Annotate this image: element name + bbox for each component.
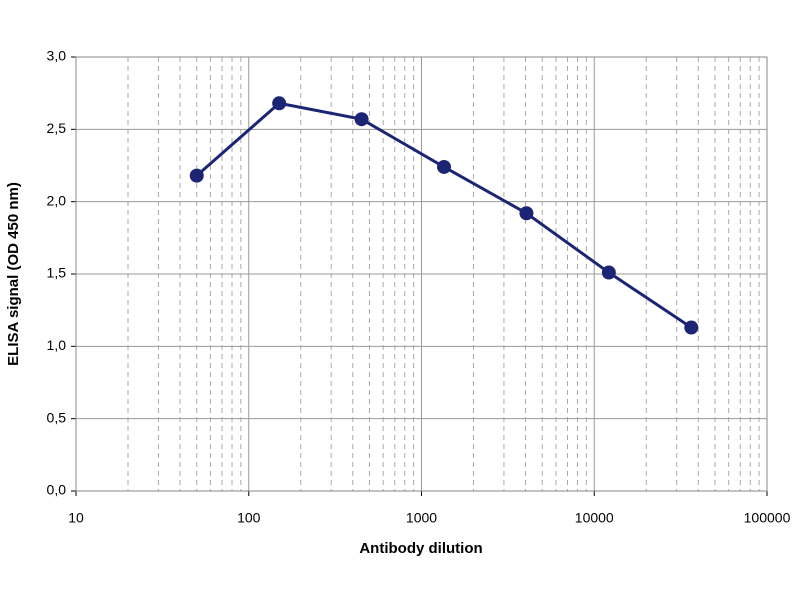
data-point [189,168,204,183]
plot-border [75,56,768,492]
y-tick-label: 2,0 [47,192,67,208]
y-tick-label: 1,5 [47,265,67,281]
x-tick-label: 10000 [575,510,614,526]
y-axis-title: ELISA signal (OD 450 nm) [5,182,22,366]
x-tick-label: 100 [237,510,261,526]
y-tick-label: 3,0 [47,48,67,64]
data-point [437,159,452,174]
data-point [272,96,287,111]
y-tick-label: 2,5 [47,120,67,136]
data-point [354,112,369,127]
y-tick-label: 1,0 [47,337,67,353]
y-tick-label: 0,0 [47,482,67,498]
x-tick-label: 10 [68,510,84,526]
x-tick-label: 1000 [406,510,437,526]
data-point [519,206,534,221]
y-tick-label: 0,5 [47,409,67,425]
x-tick-label: 100000 [744,510,791,526]
data-point [684,320,699,335]
data-point [601,265,616,280]
x-axis-title: Antibody dilution [359,540,482,557]
